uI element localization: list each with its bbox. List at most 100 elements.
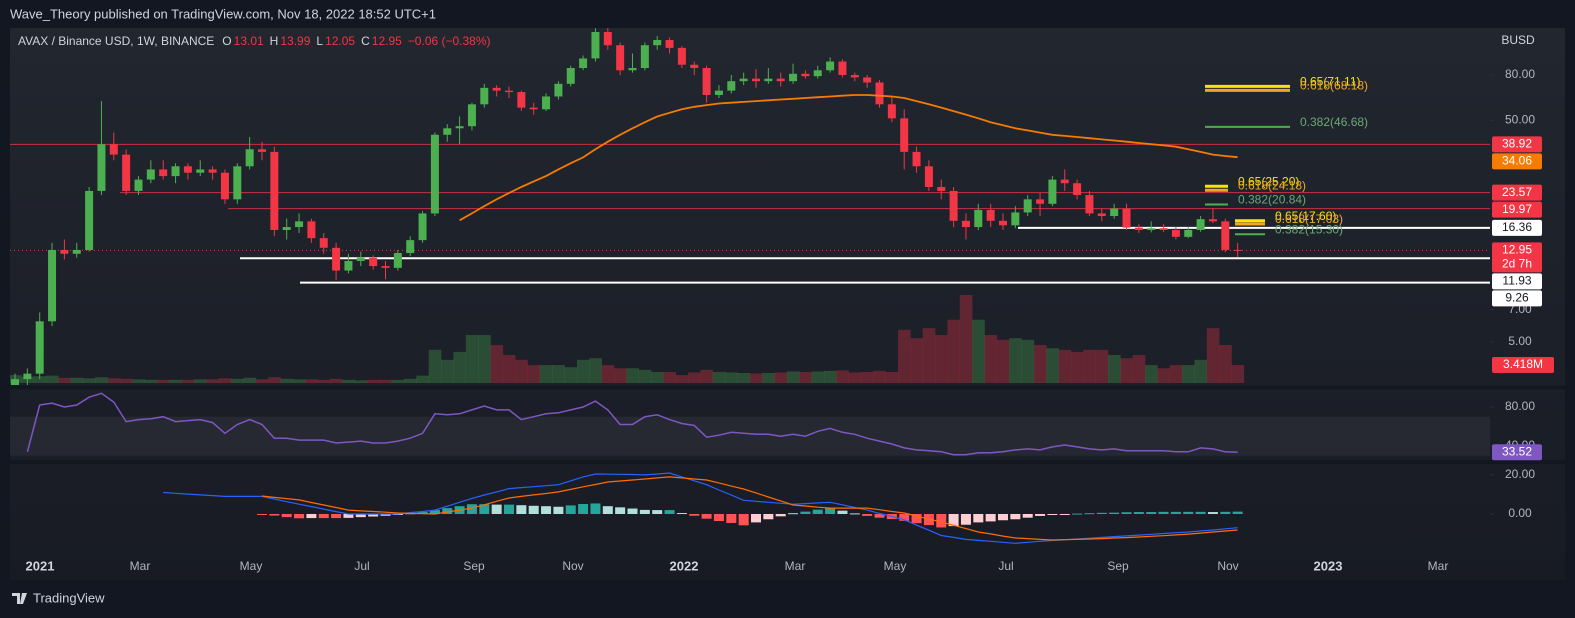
x-tick-label: Nov — [562, 559, 583, 573]
volume-bar — [70, 377, 84, 383]
candle-body — [603, 31, 612, 46]
price-label-box — [1492, 219, 1542, 236]
x-tick-label: Mar — [1428, 559, 1449, 573]
macd-histogram-bar — [578, 504, 589, 514]
footer-text: TradingView — [33, 590, 105, 605]
macd-histogram-bar — [1096, 512, 1107, 514]
macd-histogram-bar — [812, 509, 823, 514]
candle-body — [838, 61, 847, 75]
macd-histogram-bar — [837, 510, 848, 514]
macd-histogram-bar — [380, 513, 391, 516]
volume-bar — [873, 370, 886, 383]
price-label: 19.97 — [1502, 202, 1532, 216]
volume-bar — [922, 328, 936, 383]
candle-body — [727, 81, 736, 91]
macd-histogram-bar — [306, 513, 317, 519]
candle-body — [418, 213, 427, 241]
volume-bar — [465, 335, 479, 383]
candle-body — [60, 249, 69, 254]
candle-body — [307, 221, 316, 239]
macd-histogram-bar — [442, 508, 453, 514]
volume-bar — [317, 379, 331, 383]
candle-body — [356, 257, 365, 261]
candle-body — [35, 321, 44, 374]
volume-bar — [823, 370, 837, 383]
macd-histogram-bar — [1022, 513, 1033, 518]
price-label: 12.95 — [1502, 243, 1532, 257]
legend-part: −0.06 (−0.38%) — [408, 34, 491, 48]
candle-body — [430, 134, 439, 214]
legend-part: AVAX / Binance USD, 1W, BINANCE — [18, 34, 214, 48]
macd-histogram-bar — [1170, 511, 1181, 514]
volume-bar — [552, 365, 565, 383]
legend-part: 12.95 — [372, 34, 402, 48]
price-label: 9.26 — [1505, 291, 1529, 305]
candle-body — [826, 61, 835, 71]
candle-body — [72, 249, 81, 254]
x-tick-label: Mar — [130, 559, 151, 573]
fib-label: 0.65(17.60) — [1275, 209, 1336, 223]
volume-bar — [144, 379, 158, 383]
candle-body — [1208, 219, 1217, 222]
main-pane — [10, 28, 1490, 385]
candle-body — [974, 209, 983, 228]
volume-bar — [1219, 345, 1232, 383]
volume-bar — [1070, 351, 1084, 383]
volume-bar — [502, 355, 516, 383]
x-tick-label: Sep — [463, 559, 485, 573]
candle-body — [1134, 227, 1143, 230]
macd-histogram-bar — [565, 505, 576, 514]
macd-histogram-bar — [1084, 513, 1095, 515]
macd-histogram-bar — [615, 507, 626, 514]
volume-bar — [700, 369, 714, 383]
volume-bar — [478, 335, 491, 383]
volume-bar — [539, 365, 553, 383]
candle-body — [85, 190, 94, 250]
macd-histogram-bar — [553, 506, 564, 514]
candle-body — [863, 77, 872, 83]
volume-bar — [749, 373, 763, 383]
macd-histogram-bar — [800, 511, 811, 514]
candle-body — [1060, 179, 1069, 184]
x-tick-label: 2023 — [1314, 558, 1343, 573]
candle-body — [480, 87, 489, 105]
candle-body — [467, 104, 476, 127]
volume-bar — [416, 375, 430, 383]
volume-bar — [243, 377, 257, 383]
candle-body — [875, 82, 884, 105]
price-label-box — [1492, 201, 1542, 218]
macd-histogram-bar — [504, 504, 514, 514]
volume-bar — [626, 368, 639, 383]
macd-histogram-bar — [1146, 512, 1157, 514]
volume-bar — [663, 371, 677, 383]
price-label-box — [1492, 184, 1542, 201]
y-tick-label: 20.00 — [1505, 467, 1535, 481]
macd-histogram-bar — [417, 511, 428, 514]
volume-bar — [194, 379, 207, 383]
macd-histogram-bar — [1158, 511, 1169, 514]
candle-body — [752, 78, 760, 82]
legend-part: L — [316, 34, 323, 48]
volume-bar — [725, 372, 738, 383]
fib-label: 0.382(46.68) — [1300, 115, 1368, 129]
macd-histogram-bar — [368, 513, 379, 517]
candle-body — [542, 96, 551, 110]
macd-histogram-bar — [479, 504, 490, 514]
volume-bar — [95, 377, 108, 383]
candle-body — [1233, 249, 1242, 251]
macd-histogram-bar — [713, 513, 724, 522]
macd-histogram-bar — [775, 513, 786, 517]
candle-body — [220, 172, 229, 200]
candle-body — [640, 45, 649, 69]
macd-histogram-bar — [269, 513, 280, 516]
volume-bar — [774, 372, 788, 383]
candle-body — [801, 73, 810, 77]
macd-histogram-bar — [1059, 513, 1070, 515]
volume-bar — [935, 335, 948, 383]
rsi-label-box — [1492, 444, 1542, 461]
candle-body — [258, 149, 266, 152]
legend-part: 12.05 — [325, 34, 355, 48]
volume-bar — [515, 359, 528, 383]
volume-bar — [132, 379, 145, 383]
macd-histogram-bar — [590, 503, 601, 514]
